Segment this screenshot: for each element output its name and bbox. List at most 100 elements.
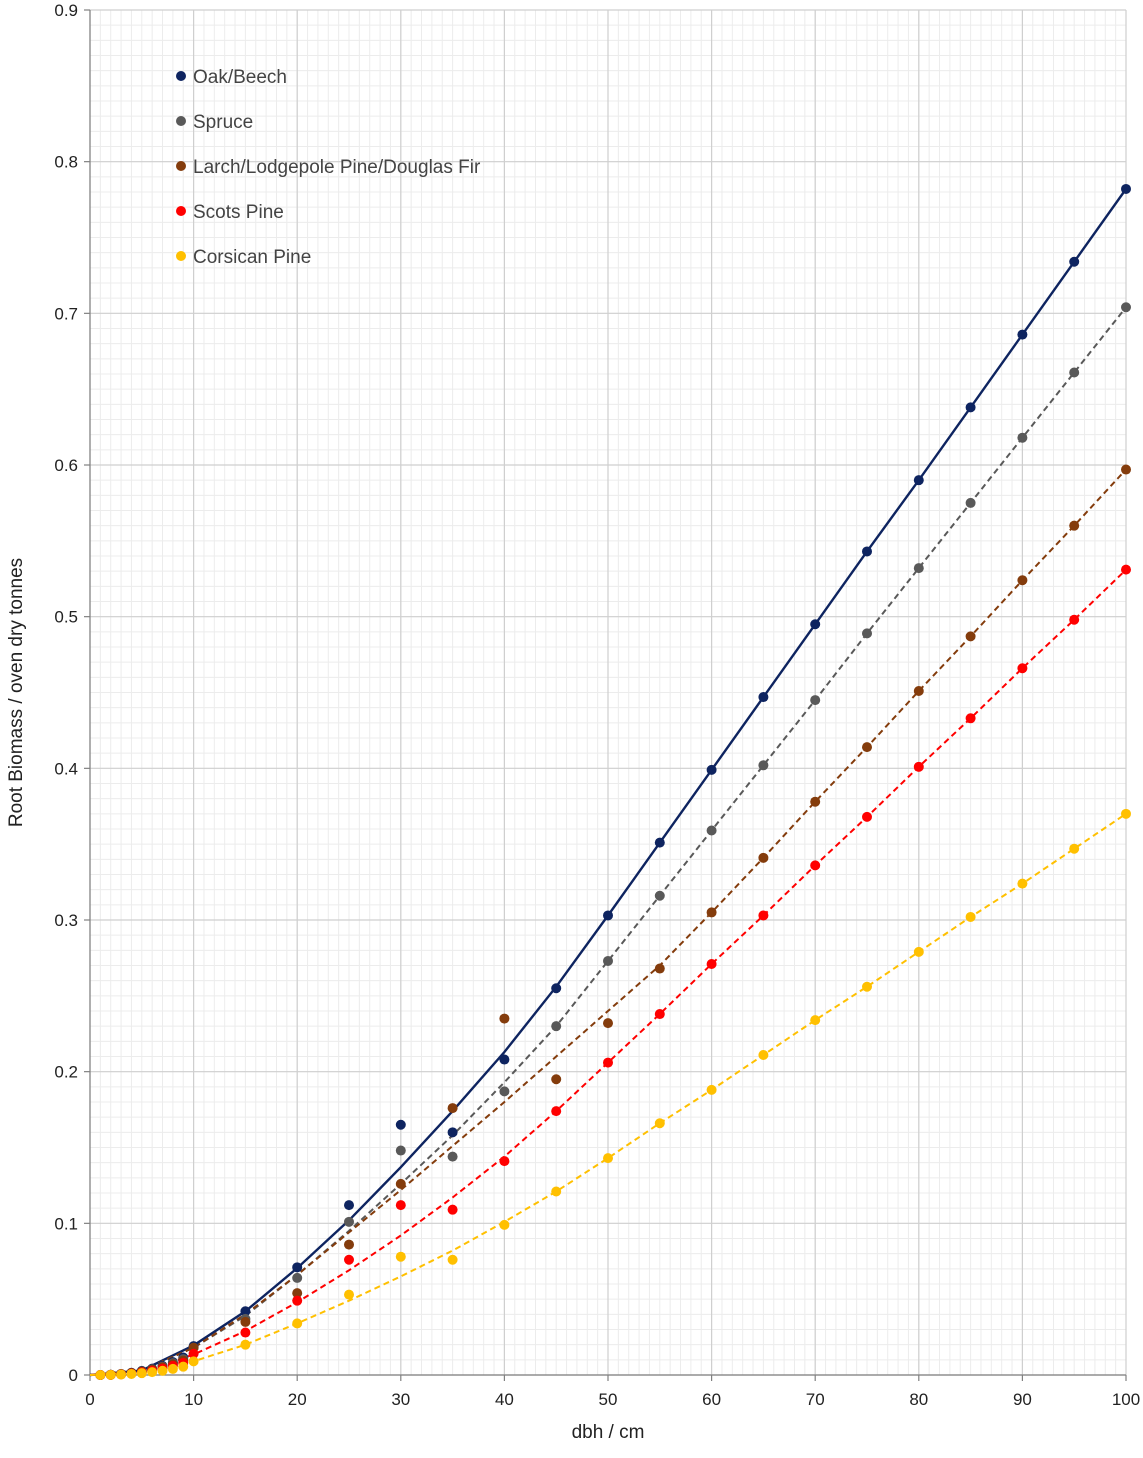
data-point [395,1178,406,1189]
x-tick-label: 20 [288,1390,307,1409]
x-tick-label: 0 [85,1390,94,1409]
data-point [116,1369,127,1380]
x-axis-title: dbh / cm [572,1422,645,1443]
data-point [240,1339,251,1350]
data-point [344,1289,354,1300]
data-point [654,963,665,974]
data-point [157,1365,168,1376]
legend-label: Oak/Beech [193,67,287,88]
data-point [862,546,872,557]
fit-line [89,568,1127,1376]
data-point [126,1368,137,1379]
data-point [603,955,613,966]
data-point [965,631,976,642]
data-point [292,1318,303,1329]
data-point [551,1074,562,1085]
data-point [167,1363,178,1374]
data-point [1017,329,1028,340]
plot-frame [84,9,1127,1381]
data-point [758,760,769,771]
legend-marker [176,71,186,81]
y-tick-label: 0.2 [54,1063,78,1082]
legend-label: Scots Pine [193,202,284,223]
data-point [862,981,872,992]
data-point [136,1368,147,1379]
data-point [758,910,769,921]
data-point [1121,808,1131,819]
x-tick-label: 60 [702,1390,721,1409]
data-point [344,1200,354,1211]
x-tick-label: 10 [184,1390,203,1409]
data-point [188,1348,199,1359]
data-point [862,742,872,753]
data-point [758,692,769,703]
data-point [240,1327,251,1338]
data-point [344,1216,354,1227]
data-point [344,1239,354,1250]
data-point [1069,614,1080,625]
data-point [395,1145,406,1156]
data-point [706,958,717,969]
y-tick-label: 0.3 [54,911,78,930]
data-point [758,852,769,863]
y-tick-label: 0.7 [54,304,78,323]
data-point [965,713,976,724]
data-point [810,1015,821,1026]
legend-marker [176,161,186,171]
data-point [1069,843,1080,854]
data-point [810,796,821,807]
data-point [395,1200,406,1211]
legend-marker [176,251,186,261]
data-point [810,695,821,706]
data-point [292,1288,303,1299]
data-point [395,1119,406,1130]
x-tick-label: 90 [1013,1390,1032,1409]
legend-marker [176,116,186,126]
data-point [1121,564,1131,575]
data-point [499,1013,510,1024]
data-point [1069,256,1080,267]
data-point [758,1049,769,1060]
legend-label: Corsican Pine [193,247,311,268]
data-point [913,563,924,574]
data-point [188,1356,199,1367]
data-point [1017,663,1028,674]
data-point [965,911,976,922]
x-axis-ticks: 0 10 20 30 40 50 60 70 80 90 100 [85,1390,1140,1409]
data-point [1069,520,1080,531]
data-point [551,1021,562,1032]
x-tick-label: 50 [599,1390,618,1409]
x-tick-label: 100 [1112,1390,1140,1409]
data-point [706,1084,717,1095]
legend: Oak/Beech Spruce Larch/Lodgepole Pine/Doug… [176,67,481,268]
data-point [965,402,976,413]
y-axis-ticks: 0 0.1 0.2 0.3 0.4 0.5 0.6 0.7 0.8 0.9 [54,1,78,1385]
data-point [551,1106,562,1117]
data-point [178,1361,189,1372]
data-point [603,1153,613,1164]
x-tick-label: 40 [495,1390,514,1409]
data-point [292,1295,303,1306]
data-point [447,1254,458,1265]
y-tick-label: 0.5 [54,608,78,627]
data-point [810,860,821,871]
data-point [706,764,717,775]
y-tick-label: 0.1 [54,1214,78,1233]
legend-marker [176,206,186,216]
data-point [240,1306,251,1317]
data-point [862,811,872,822]
data-point [447,1103,458,1114]
data-point [551,1186,562,1197]
fit-line [89,468,1127,1376]
data-point [344,1254,354,1265]
x-tick-label: 80 [909,1390,928,1409]
data-point [706,825,717,836]
data-point [965,497,976,508]
data-point [654,890,665,901]
data-point [499,1156,510,1167]
data-point [499,1054,510,1065]
data-point [1017,432,1028,443]
legend-label: Larch/Lodgepole Pine/Douglas Fir [193,157,481,178]
data-point [706,907,717,918]
